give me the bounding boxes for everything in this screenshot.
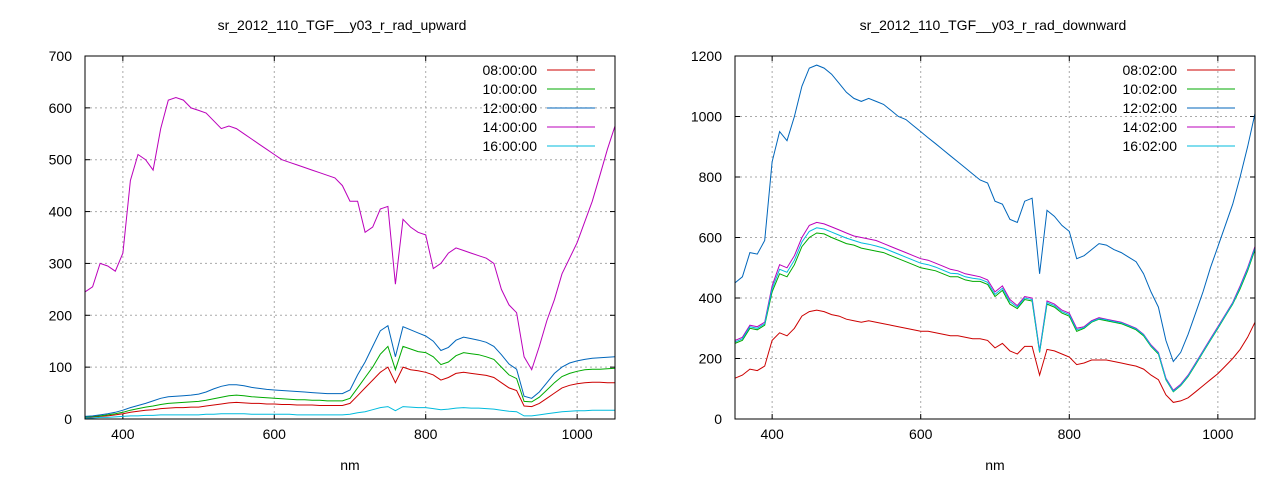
legend-label: 12:02:00 (1123, 100, 1178, 116)
chart-title: sr_2012_110_TGF__y03_r_rad_downward (860, 17, 1127, 33)
legend-label: 08:00:00 (483, 62, 538, 78)
legend-label: 14:00:00 (483, 119, 538, 135)
y-tick-label: 700 (49, 48, 73, 64)
series-line-14:00:00 (84, 96, 616, 371)
x-tick-label: 600 (909, 426, 933, 442)
x-tick-label: 800 (414, 426, 438, 442)
legend-label: 16:02:00 (1123, 138, 1178, 154)
y-tick-label: 200 (699, 351, 723, 367)
series-line-14:02:00 (734, 221, 1256, 392)
legend-label: 16:00:00 (483, 138, 538, 154)
series-line-12:02:00 (734, 64, 1256, 363)
series-line-16:00:00 (85, 406, 615, 419)
x-tick-label: 600 (263, 426, 287, 442)
x-tick-label: 400 (111, 426, 135, 442)
y-tick-label: 400 (699, 290, 723, 306)
y-tick-label: 0 (714, 411, 722, 427)
legend-label: 14:02:00 (1123, 119, 1178, 135)
legend: 08:00:00 10:00:00 12:00:00 14:00:00 16:00:00 (483, 62, 595, 154)
x-tick-label: 800 (1058, 426, 1082, 442)
legend-label: 10:00:00 (483, 81, 538, 97)
x-tick-label: 1000 (562, 426, 593, 442)
chart-panel-2: sr_2012_110_TGF__y03_r_rad_downward 400 60… (691, 17, 1256, 473)
series-line-12:00:00 (84, 324, 616, 417)
y-tick-label: 500 (49, 152, 73, 168)
series-line-10:00:00 (84, 345, 616, 418)
legend-label: 12:00:00 (483, 100, 538, 116)
y-tick-label: 600 (699, 230, 723, 246)
chart-panel-1: sr_2012_110_TGF__y03_r_rad_upward 400 600 8… (49, 17, 616, 473)
x-tick-label: 1000 (1202, 426, 1233, 442)
chart-title: sr_2012_110_TGF__y03_r_rad_upward (218, 17, 467, 33)
y-tick-label: 0 (64, 411, 72, 427)
y-tick-label: 600 (49, 100, 73, 116)
y-tick-label: 200 (49, 307, 73, 323)
series-line-10:02:00 (734, 232, 1256, 393)
plot-frame (84, 55, 616, 420)
y-tick-label: 1200 (691, 48, 722, 64)
series-line-08:02:00 (734, 309, 1256, 403)
series-line-16:02:00 (734, 227, 1256, 392)
y-tick-label: 1000 (691, 109, 722, 125)
y-tick-label: 800 (699, 169, 723, 185)
legend: 08:02:00 10:02:00 12:02:00 14:02:00 16:02:00 (1123, 62, 1235, 154)
x-axis-label: nm (340, 457, 359, 473)
legend-label: 10:02:00 (1123, 81, 1178, 97)
x-axis-label: nm (985, 457, 1004, 473)
y-tick-label: 100 (49, 359, 73, 375)
legend-label: 08:02:00 (1123, 62, 1178, 78)
x-tick-label: 400 (760, 426, 784, 442)
plot-frame (734, 55, 1256, 420)
y-tick-label: 400 (49, 204, 73, 220)
series-line-08:00:00 (84, 366, 615, 418)
y-tick-label: 300 (49, 255, 73, 271)
